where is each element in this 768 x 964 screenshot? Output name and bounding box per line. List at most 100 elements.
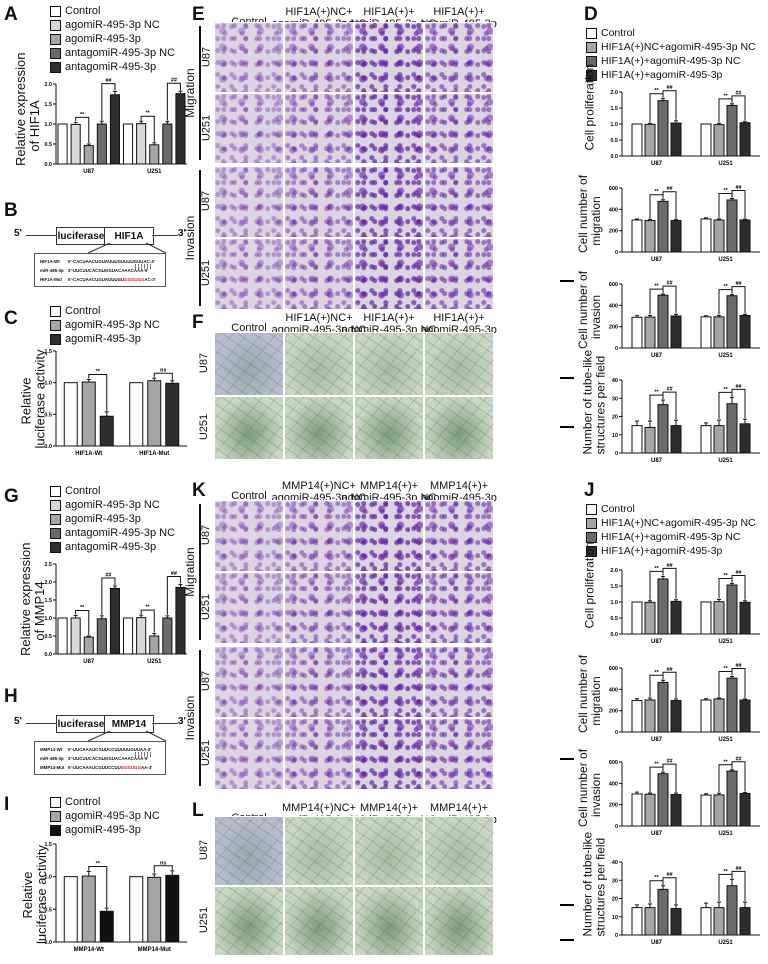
legend-label: antagomiR-495-3p NC (65, 527, 176, 539)
sequence-text: 3'-UUCUUCACGUGGUACAAACAAA-5' (68, 756, 149, 761)
y-axis-title: Cell proliferation (582, 541, 597, 629)
svg-text:**: ** (654, 566, 659, 572)
svg-text:1.5: 1.5 (44, 102, 52, 108)
scale-bar (560, 280, 574, 282)
svg-text:10: 10 (612, 915, 618, 921)
svg-text:**: ** (723, 869, 728, 875)
legend-swatch (586, 69, 597, 81)
legend-item: agomiR-495-3p (50, 512, 175, 526)
transwell-micrograph (354, 22, 424, 93)
panel-label-a: A (4, 4, 18, 25)
row-group-label: Invasion (183, 695, 197, 741)
svg-text:0.5: 0.5 (44, 634, 52, 640)
legend-label: HIF1A(+)+agomiR-495-3p NC (601, 55, 741, 67)
sequence-row: miR-495-3p 3'-UUCUUCACGUGGUACAAACAAA-5' (40, 266, 160, 275)
legend-swatch (586, 55, 597, 67)
chart-d-migration: 0 200 400 600 U87 ** ## U251 ** ## Cell number of … (576, 175, 766, 266)
transwell-micrograph (354, 238, 424, 310)
tube-micrograph (214, 396, 284, 460)
svg-text:U251: U251 (718, 639, 733, 645)
legend-label: antagomiR-495-3p (65, 541, 157, 553)
legend-swatch (50, 33, 61, 45)
sequence-row: miR-495-3p 3'-UUCUUCACGUGGUACAAACAAA-5' (40, 754, 160, 763)
svg-text:**: ** (723, 666, 728, 672)
legend-label: Control (601, 27, 635, 39)
cell-line-label: U87 (198, 839, 210, 861)
y-axis-title: Cell number of migration (576, 174, 603, 253)
chart-d-tube-formation: 0 10 20 30 40 U87 ** ## U251 ** ## Number of tube-l… (581, 349, 766, 467)
svg-text:0.5: 0.5 (44, 142, 52, 148)
transwell-micrograph (284, 718, 354, 790)
svg-text:2.0: 2.0 (44, 82, 52, 88)
tube-micrograph (214, 816, 284, 886)
legend-swatch (586, 27, 597, 39)
transwell-micrograph (214, 572, 284, 644)
svg-text:U87: U87 (651, 257, 663, 263)
sequence-tail: AC-3' (144, 277, 156, 282)
tube-micrograph (424, 332, 494, 396)
legend-label: agomiR-495-3p NC (65, 19, 160, 31)
svg-text:##: ## (105, 572, 111, 578)
panel-label-b: B (4, 200, 18, 221)
chart-d-invasion: 0 200 400 600 U87 ** ## U251 ** ## Cell number of … (576, 271, 766, 362)
panel-label-f: F (192, 312, 204, 333)
scale-bar (560, 377, 574, 379)
legend-item: agomiR-495-3p (50, 32, 175, 46)
svg-text:1.5: 1.5 (610, 106, 618, 112)
legend-label: Control (601, 503, 635, 515)
legend-i: Control agomiR-495-3p NC agomiR-495-3p (50, 795, 160, 837)
chart-c-hif1a-luciferase: 0.0 0.5 1.0 1.5 HIF1A-Wt ** HIF1A-Mut ns Relativ… (8, 345, 193, 460)
legend-item: Control (586, 26, 756, 40)
legend-swatch (50, 19, 61, 31)
legend-swatch (50, 499, 61, 511)
svg-text:600: 600 (609, 186, 618, 192)
svg-text:U251: U251 (718, 940, 733, 946)
legend-label: Control (65, 485, 101, 497)
y-axis-title: Cell proliferation (582, 63, 597, 151)
svg-text:200: 200 (609, 803, 618, 809)
svg-text:**: ** (96, 369, 101, 375)
cell-line-label: U251 (200, 739, 212, 767)
transwell-micrograph (284, 22, 354, 93)
five-prime-label: 5' (14, 716, 22, 727)
legend-swatch (586, 531, 597, 543)
svg-text:**: ** (723, 93, 728, 99)
svg-text:U251: U251 (718, 737, 733, 743)
chart-d-proliferation: 0.0 0.5 1.0 1.5 2.0 U87 ** ## U251 ** ## Cell proli… (582, 63, 766, 170)
legend-swatch (50, 485, 61, 497)
svg-text:##: ## (735, 663, 741, 669)
legend-item: HIF1A(+)+agomiR-495-3p (586, 68, 756, 82)
legend-label: Control (65, 5, 101, 17)
legend-item: HIF1A(+)NC+agomiR-495-3p NC (586, 40, 756, 54)
transwell-micrograph (214, 646, 284, 718)
y-axis-title: Number of tube-like structures per field (580, 831, 608, 936)
svg-text:**: ** (80, 605, 85, 611)
legend-item: antagomiR-495-3p NC (50, 526, 175, 540)
legend-item: Control (50, 795, 160, 809)
tube-micrograph (214, 332, 284, 396)
transwell-micrograph (424, 93, 494, 164)
svg-text:U251: U251 (718, 831, 733, 837)
sequence-box: HIF1A-Wt 5'-CACUAACUGUAUUUGUUUUGUUAC-3' mi… (34, 253, 166, 287)
y-axis-title: Cell number of migration (576, 654, 603, 733)
luciferase-box: luciferase (56, 715, 106, 733)
sequence-row: HIF1A-Mut 5'-CACUAACUGUAUUUGUGGGUGGAC-3' (40, 275, 160, 284)
gene-box: MMP14 (104, 715, 154, 733)
row-group-label: Migration (183, 547, 197, 597)
svg-text:U251: U251 (718, 353, 733, 359)
legend-label: HIF1A(+)+agomiR-495-3p (601, 545, 723, 557)
svg-text:##: ## (171, 78, 177, 84)
svg-text:U251: U251 (718, 458, 733, 464)
tube-micrograph (424, 886, 494, 956)
row-group-bracket (199, 26, 201, 160)
legend-label: agomiR-495-3p NC (65, 810, 160, 822)
legend-label: agomiR-495-3p NC (65, 319, 160, 331)
sequence-key: MMP14-Mut (40, 765, 65, 770)
construct-h-mmp14: 5' luciferase MMP14 3' MMP14-Wt 5'-UUCAAAUCGU… (10, 710, 190, 780)
svg-text:##: ## (666, 667, 672, 673)
transwell-micrograph (284, 93, 354, 164)
svg-text:U251: U251 (718, 161, 733, 167)
mutated-bases: GGGUGG (120, 765, 142, 770)
transwell-micrograph (424, 22, 494, 93)
chart-j-proliferation: 0.0 0.5 1.0 1.5 2.0 U87 ** ## U251 ** ## Cell proli… (582, 541, 766, 648)
